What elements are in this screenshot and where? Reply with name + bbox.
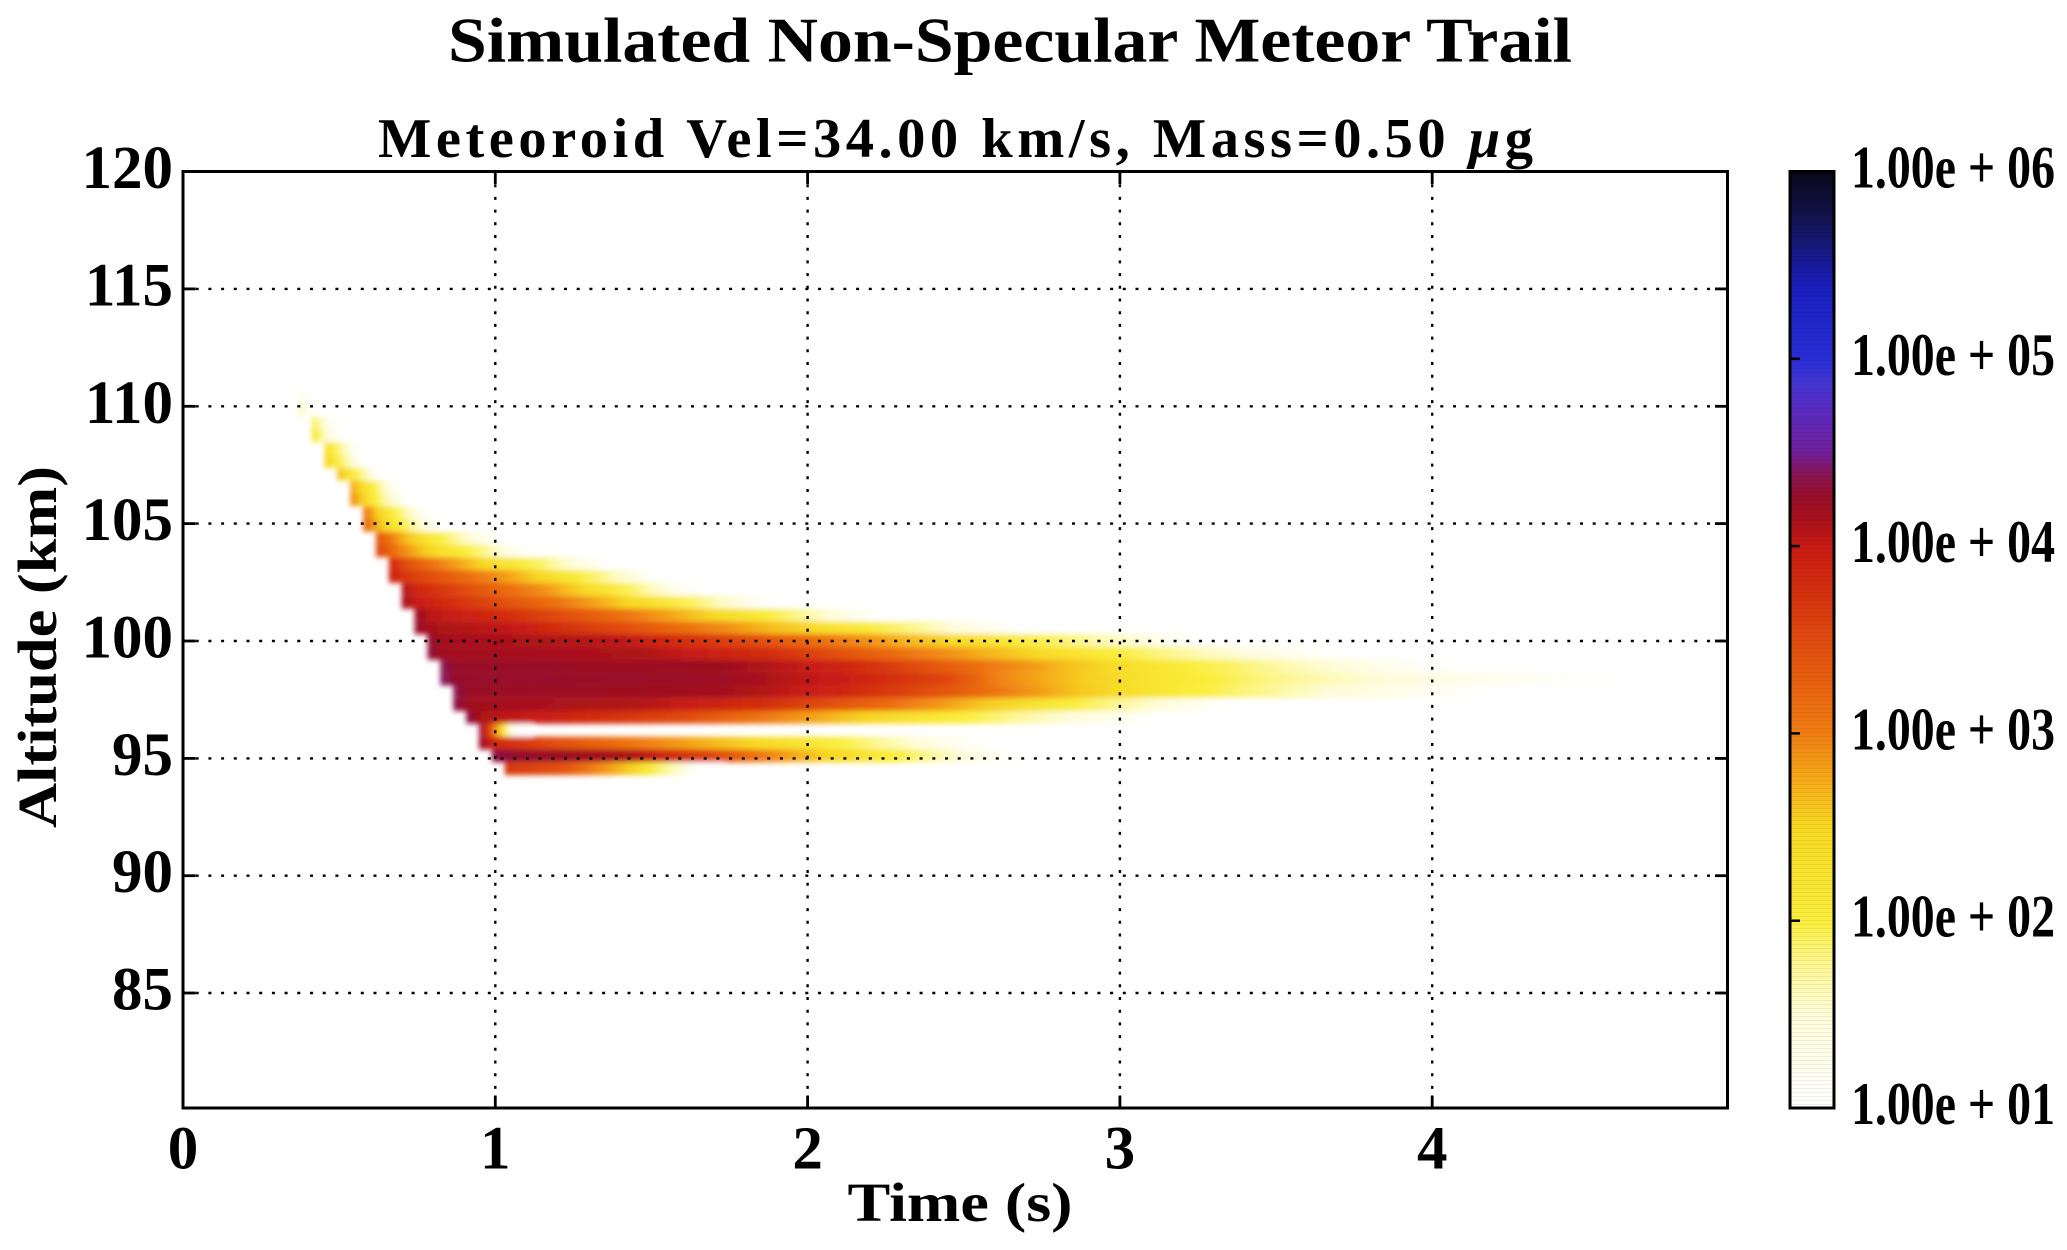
svg-text:Meteoroid Vel=34.00 km/s, Mass: Meteoroid Vel=34.00 km/s, Mass=0.50 μg bbox=[378, 108, 1533, 170]
svg-text:110: 110 bbox=[85, 370, 173, 437]
svg-text:95: 95 bbox=[112, 722, 173, 789]
svg-text:1: 1 bbox=[480, 1116, 511, 1183]
svg-text:90: 90 bbox=[112, 839, 173, 906]
svg-text:1.00e + 03: 1.00e + 03 bbox=[1851, 696, 2055, 762]
svg-text:100: 100 bbox=[82, 605, 174, 672]
svg-text:4: 4 bbox=[1417, 1116, 1448, 1183]
svg-text:120: 120 bbox=[82, 135, 174, 202]
svg-text:1.00e + 06: 1.00e + 06 bbox=[1851, 135, 2055, 201]
svg-text:85: 85 bbox=[112, 957, 173, 1024]
svg-text:Time (s): Time (s) bbox=[848, 1172, 1073, 1233]
svg-text:Altitude (km): Altitude (km) bbox=[7, 466, 68, 828]
svg-text:1.00e + 02: 1.00e + 02 bbox=[1851, 884, 2055, 950]
svg-text:1.00e + 05: 1.00e + 05 bbox=[1851, 322, 2055, 388]
svg-text:Simulated Non-Specular Meteor: Simulated Non-Specular Meteor Trail bbox=[448, 6, 1572, 76]
svg-text:1.00e + 04: 1.00e + 04 bbox=[1851, 509, 2055, 575]
svg-text:105: 105 bbox=[82, 487, 174, 554]
svg-text:3: 3 bbox=[1105, 1116, 1136, 1183]
svg-text:1.00e + 01: 1.00e + 01 bbox=[1851, 1071, 2055, 1137]
svg-text:2: 2 bbox=[792, 1116, 823, 1183]
svg-text:0: 0 bbox=[168, 1116, 199, 1183]
svg-text:115: 115 bbox=[85, 252, 173, 319]
